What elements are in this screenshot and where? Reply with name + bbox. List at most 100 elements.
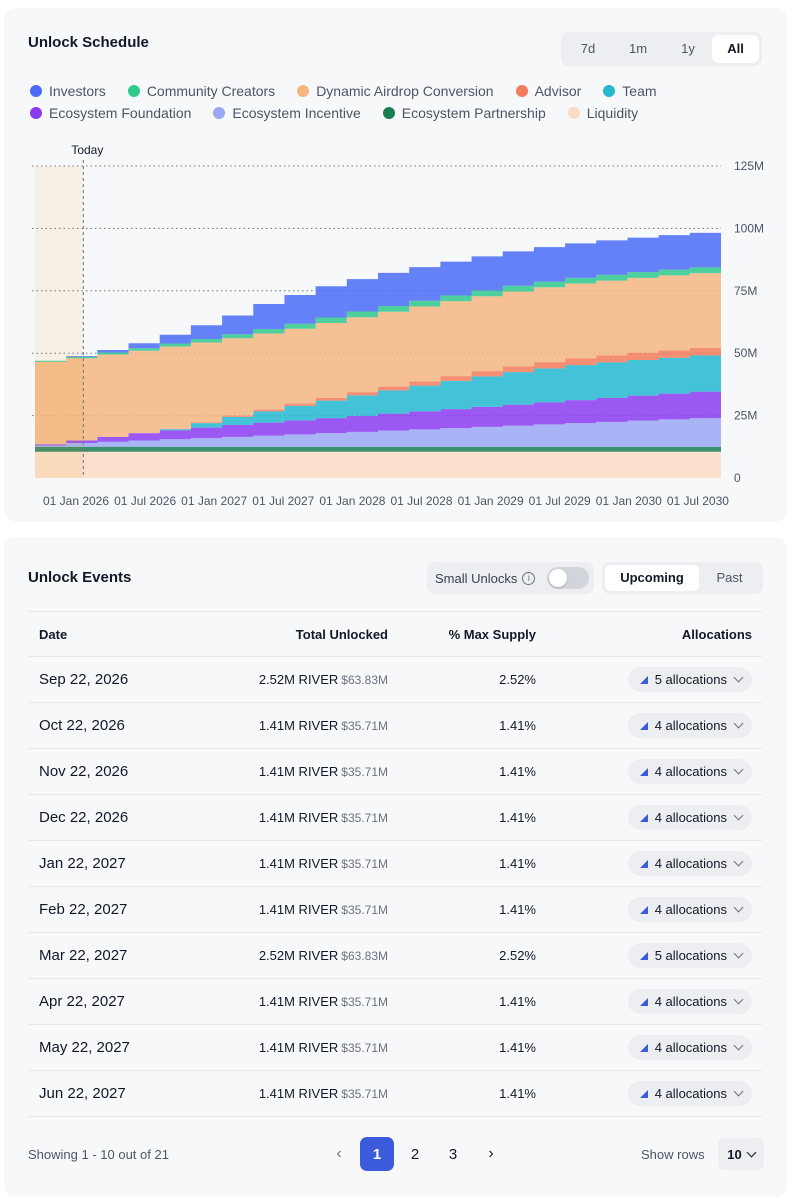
event-date: Mar 22, 2027 [39, 947, 128, 964]
event-allocations-cell: 5 allocations [536, 667, 762, 692]
event-total: 2.52M RIVER $63.83M [198, 948, 388, 963]
header-total-unlocked[interactable]: Total Unlocked [295, 626, 388, 642]
allocation-triangle-icon [639, 1043, 648, 1052]
table-row: Apr 22, 2027 1.41M RIVER $35.71M 1.41% 4 all… [28, 979, 762, 1025]
table-body: Sep 22, 2026 2.52M RIVER $63.83M 2.52% 5 all… [28, 657, 762, 1117]
page-3-button[interactable]: 3 [448, 1145, 458, 1163]
header-max-supply[interactable]: % Max Supply [448, 626, 536, 642]
rows-per-page-select[interactable]: 10 [718, 1138, 764, 1170]
chevron-down-icon [746, 1147, 757, 1157]
small-unlocks-label: Small Unlocks [435, 570, 518, 586]
event-tokens: 2.52M RIVER [258, 672, 339, 687]
event-tokens: 1.41M RIVER [258, 1040, 339, 1055]
legend-label: Liquidity [586, 105, 639, 121]
event-usd: $35.71M [341, 903, 388, 917]
show-rows-label: Show rows [641, 1147, 705, 1162]
legend-dot [213, 107, 226, 119]
legend-dot [127, 85, 140, 97]
y-tick-label: 125M [734, 159, 764, 173]
allocations-dropdown[interactable]: 5 allocations [627, 943, 752, 968]
allocations-label: 4 allocations [654, 856, 727, 871]
table-row: Nov 22, 2026 1.41M RIVER $35.71M 1.41% 4 all… [28, 749, 762, 795]
range-1m-button[interactable]: 1m [628, 41, 648, 56]
prev-page-button[interactable]: ‹ [336, 1145, 342, 1162]
event-total: 1.41M RIVER $35.71M [198, 1086, 388, 1101]
legend-item-liquidity[interactable]: Liquidity [567, 105, 639, 121]
event-tokens: 2.52M RIVER [258, 948, 339, 963]
legend-dot [297, 85, 310, 97]
table-header: Date Total Unlocked % Max Supply Allocat… [28, 611, 762, 657]
legend-label: Team [622, 83, 657, 99]
tab-past[interactable]: Past [716, 570, 743, 585]
events-tabs: Upcoming Past [602, 562, 763, 594]
table-row: Oct 22, 2026 1.41M RIVER $35.71M 1.41% 4 all… [28, 703, 762, 749]
legend-label: Advisor [534, 83, 582, 99]
legend-item-community-creators[interactable]: Community Creators [127, 83, 275, 99]
series-area-liquidity [35, 451, 721, 478]
small-unlocks-toggle[interactable] [547, 567, 589, 589]
event-date: Apr 22, 2027 [39, 993, 125, 1010]
event-date: Sep 22, 2026 [39, 671, 129, 688]
chevron-down-icon [733, 718, 744, 729]
info-icon[interactable]: i [522, 571, 536, 585]
range-selector: 7d 1m 1y All [561, 32, 762, 66]
range-all-button[interactable]: All [712, 35, 759, 63]
event-usd: $35.71M [341, 857, 388, 871]
unlock-area-chart[interactable]: 0 25M 50M 75M 100M 125M Today 01 Jan 2026 01 Jul… [4, 138, 787, 513]
range-7d-button[interactable]: 7d [580, 41, 596, 56]
allocations-dropdown[interactable]: 5 allocations [627, 667, 752, 692]
allocations-dropdown[interactable]: 4 allocations [627, 805, 752, 830]
x-tick-label: 01 Jul 2029 [529, 494, 591, 508]
legend-item-ecosystem-incentive[interactable]: Ecosystem Incentive [213, 105, 361, 121]
legend-item-ecosystem-foundation[interactable]: Ecosystem Foundation [30, 105, 191, 121]
x-tick-label: 01 Jul 2030 [667, 494, 729, 508]
allocations-dropdown[interactable]: 4 allocations [627, 1081, 752, 1106]
allocations-dropdown[interactable]: 4 allocations [627, 759, 752, 784]
legend-item-advisor[interactable]: Advisor [515, 83, 582, 99]
event-allocations-cell: 4 allocations [536, 1035, 762, 1060]
event-usd: $35.71M [341, 719, 388, 733]
event-total: 1.41M RIVER $35.71M [198, 1040, 388, 1055]
legend-dot [567, 107, 580, 119]
allocations-label: 5 allocations [654, 672, 727, 687]
allocations-label: 4 allocations [654, 810, 727, 825]
next-page-button[interactable]: › [488, 1145, 494, 1162]
page-1-button[interactable]: 1 [360, 1137, 394, 1171]
x-tick-label: 01 Jul 2028 [390, 494, 452, 508]
chevron-down-icon [733, 994, 744, 1005]
chevron-down-icon [733, 672, 744, 683]
chevron-down-icon [733, 948, 744, 959]
series-area-community-creators [35, 267, 721, 362]
x-tick-label: 01 Jul 2026 [114, 494, 176, 508]
allocations-label: 4 allocations [654, 718, 727, 733]
legend-item-ecosystem-partnership[interactable]: Ecosystem Partnership [382, 105, 546, 121]
allocations-dropdown[interactable]: 4 allocations [627, 851, 752, 876]
events-title: Unlock Events [28, 569, 132, 586]
y-tick-label: 75M [734, 284, 757, 298]
legend-item-team[interactable]: Team [603, 83, 657, 99]
event-tokens: 1.41M RIVER [258, 902, 339, 917]
legend-item-investors[interactable]: Investors [30, 83, 106, 99]
event-usd: $35.71M [341, 1087, 388, 1101]
chevron-down-icon [733, 810, 744, 821]
header-date[interactable]: Date [39, 626, 68, 642]
legend-label: Ecosystem Foundation [49, 105, 192, 121]
event-allocations-cell: 4 allocations [536, 805, 762, 830]
page-2-button[interactable]: 2 [410, 1145, 420, 1163]
event-usd: $35.71M [341, 1041, 388, 1055]
table-row: May 22, 2027 1.41M RIVER $35.71M 1.41% 4 all… [28, 1025, 762, 1071]
legend-item-dynamic-airdrop[interactable]: Dynamic Airdrop Conversion [297, 83, 494, 99]
allocation-triangle-icon [639, 1089, 648, 1098]
event-tokens: 1.41M RIVER [258, 994, 339, 1009]
allocations-dropdown[interactable]: 4 allocations [627, 1035, 752, 1060]
range-1y-button[interactable]: 1y [681, 41, 695, 56]
tab-upcoming[interactable]: Upcoming [605, 565, 699, 591]
table-row: Jun 22, 2027 1.41M RIVER $35.71M 1.41% 4 all… [28, 1071, 762, 1117]
allocations-dropdown[interactable]: 4 allocations [627, 897, 752, 922]
table-row: Jan 22, 2027 1.41M RIVER $35.71M 1.41% 4 all… [28, 841, 762, 887]
allocations-dropdown[interactable]: 4 allocations [627, 989, 752, 1014]
allocations-dropdown[interactable]: 4 allocations [627, 713, 752, 738]
legend-label: Dynamic Airdrop Conversion [316, 83, 494, 99]
allocation-triangle-icon [639, 767, 648, 776]
event-allocations-cell: 4 allocations [536, 989, 762, 1014]
